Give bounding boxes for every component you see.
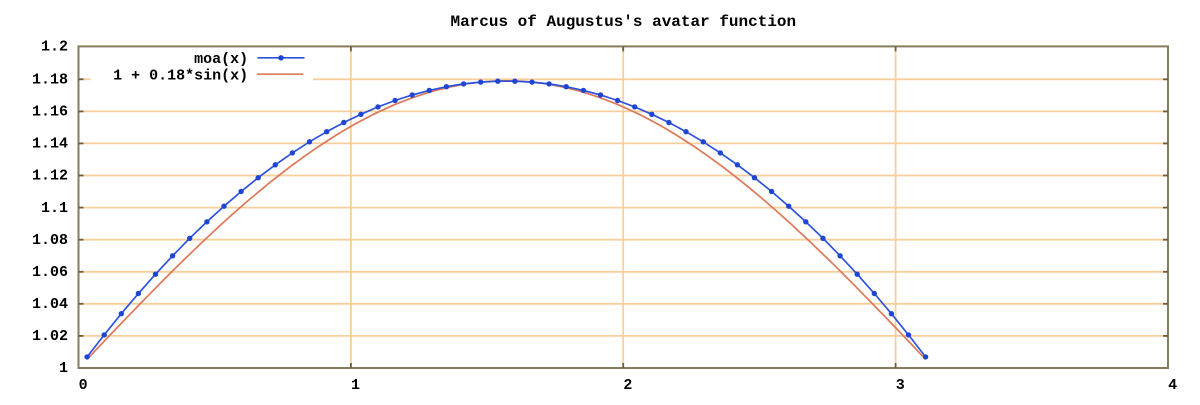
svg-text:Marcus of Augustus's avatar fu: Marcus of Augustus's avatar function — [450, 13, 796, 31]
svg-text:1.2: 1.2 — [41, 39, 68, 56]
svg-text:4: 4 — [1168, 377, 1177, 394]
svg-text:1 + 0.18*sin(x): 1 + 0.18*sin(x) — [113, 67, 248, 84]
svg-text:1.08: 1.08 — [32, 232, 68, 249]
svg-text:1.1: 1.1 — [41, 200, 68, 217]
svg-text:1.02: 1.02 — [32, 328, 68, 345]
svg-text:1.18: 1.18 — [32, 72, 68, 89]
svg-text:0: 0 — [79, 377, 88, 394]
svg-text:1: 1 — [59, 360, 68, 377]
svg-text:1.04: 1.04 — [32, 296, 68, 313]
svg-text:moa(x): moa(x) — [194, 51, 248, 68]
svg-text:1: 1 — [351, 377, 360, 394]
svg-text:1.16: 1.16 — [32, 104, 68, 121]
svg-text:1.06: 1.06 — [32, 264, 68, 281]
svg-text:2: 2 — [623, 377, 632, 394]
svg-text:3: 3 — [896, 377, 905, 394]
svg-text:1.12: 1.12 — [32, 168, 68, 185]
svg-text:1.14: 1.14 — [32, 136, 68, 153]
